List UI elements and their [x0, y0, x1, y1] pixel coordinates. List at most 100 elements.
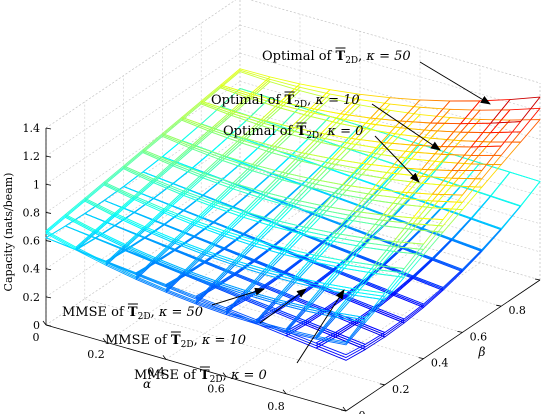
x-tick-label: 0.8 [267, 400, 285, 413]
annotation-text: Optimal of T2D, κ = 50 [262, 49, 411, 66]
mesh-cell [45, 215, 96, 250]
z-tick [45, 127, 52, 130]
annotation-arrow [296, 289, 345, 364]
y-axis-label: β [478, 345, 486, 359]
wall-grid-horizontal [45, 24, 241, 157]
annotation-text: Optimal of T2D, κ = 0 [223, 124, 363, 141]
mesh-cell [430, 108, 481, 133]
z-tick [45, 183, 52, 186]
mesh-cell [341, 206, 393, 237]
x-tick-label: 0.6 [207, 383, 225, 396]
mesh-cell [421, 207, 472, 240]
mesh-cell [430, 100, 481, 125]
wall-grid-horizontal [45, 53, 241, 185]
mesh-cell [313, 268, 365, 296]
surface-2 [45, 71, 541, 346]
annotation-mmse0: MMSE of T2D, κ = 0 [134, 289, 345, 385]
floor-grid-beta [84, 298, 385, 386]
mesh-cell [412, 258, 463, 290]
annotation-arrow [419, 61, 491, 105]
x-tick [102, 337, 107, 343]
annotation-opt10: Optimal of T2D, κ = 10 [211, 91, 441, 151]
annotation-arrow [371, 103, 441, 151]
mesh-cell [105, 245, 156, 279]
mesh-cell [451, 218, 502, 252]
mesh-cell [172, 167, 223, 196]
box-edge [45, 0, 237, 129]
z-tick-label: 0.6 [23, 235, 41, 248]
mesh-cell [193, 221, 245, 250]
annotations: Optimal of T2D, κ = 50 Optimal of T2D, κ … [62, 47, 491, 385]
floor-grid-beta [162, 246, 463, 333]
mesh-cell [64, 197, 116, 231]
mesh-cell [470, 195, 522, 231]
mesh-cell [64, 200, 116, 234]
mesh-cell [430, 117, 481, 142]
y-tick [496, 304, 502, 307]
mesh-cell [410, 137, 462, 163]
z-tick-label: 0 [33, 319, 40, 332]
mesh-cell [333, 254, 384, 284]
mesh-cell [421, 207, 472, 241]
annotation-text: Optimal of T2D, κ = 10 [211, 93, 360, 110]
mesh-cell [421, 146, 472, 172]
y-tick [340, 409, 347, 412]
axes-frame [45, 0, 541, 412]
wall-grid-horizontal [239, 52, 541, 140]
annotation-arrow [211, 287, 265, 306]
annotation-opt50: Optimal of T2D, κ = 50 [262, 47, 491, 105]
z-tick-label: 1 [33, 178, 40, 191]
z-tick-label: 1.2 [23, 150, 41, 163]
mesh-cell [103, 186, 155, 213]
x-tick-label: 0 [33, 331, 40, 344]
mesh-cell [331, 175, 382, 207]
y-tick-label: 0.8 [508, 304, 526, 317]
y-tick [457, 331, 463, 333]
wall-grid-horizontal [239, 137, 541, 225]
mesh-cell [490, 96, 541, 124]
mesh-cell [470, 121, 522, 148]
mesh-cell [470, 195, 522, 229]
y-tick [418, 357, 424, 359]
wall-grid-horizontal [239, 193, 541, 281]
mesh-cell [490, 119, 541, 143]
box-edge [249, 0, 541, 84]
x-tick [42, 320, 47, 326]
floor-grid-beta [201, 219, 502, 307]
annotation-text: MMSE of T2D, κ = 50 [62, 305, 203, 322]
y-tick [379, 383, 385, 386]
surface-0 [45, 68, 541, 343]
mesh-cell [94, 212, 146, 246]
wall-grid-horizontal [45, 81, 241, 213]
mesh-cell [490, 171, 541, 207]
y-tick-label: 0.6 [470, 330, 488, 343]
axis-beta [345, 279, 541, 412]
floor-grid-alpha [285, 262, 481, 395]
mesh-cell [322, 223, 373, 254]
mesh-cell [490, 107, 541, 134]
x-tick-label: 0.2 [87, 348, 105, 361]
mesh-cell [341, 206, 393, 238]
x-tick [282, 389, 287, 395]
tick-labels: 00.20.40.60.811.21.400.20.40.60.8100.20.… [23, 122, 541, 414]
z-tick [45, 324, 52, 327]
mesh-cell [103, 186, 155, 213]
z-tick-label: 0.8 [23, 206, 41, 219]
mesh-cell [103, 165, 155, 197]
x-tick [162, 355, 167, 360]
mesh-cell [431, 239, 483, 271]
axis-alpha [45, 324, 347, 412]
mesh-cell [241, 144, 292, 174]
mesh-cell [292, 213, 343, 244]
wall-grid-horizontal [45, 109, 241, 241]
z-tick [45, 268, 52, 271]
surface-meshes [45, 68, 541, 361]
mesh-cell [163, 210, 215, 238]
annotation-mmse10: MMSE of T2D, κ = 10 [105, 288, 307, 350]
mesh-cell [105, 249, 156, 275]
mesh-cell [410, 175, 462, 209]
z-tick [45, 296, 52, 299]
annotation-text: MMSE of T2D, κ = 10 [105, 333, 246, 350]
mesh-cell [153, 183, 204, 211]
